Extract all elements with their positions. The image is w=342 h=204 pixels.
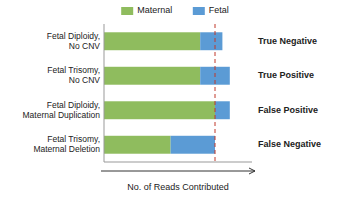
legend-label: Fetal <box>209 5 229 15</box>
bar-segment <box>171 136 215 154</box>
x-label: No. of Reads Contributed <box>127 182 229 192</box>
legend-swatch <box>121 7 133 15</box>
category-label: Fetal Diploidy,Maternal Duplication <box>23 100 101 120</box>
y-axis <box>104 24 105 162</box>
x-arrow <box>101 171 255 172</box>
category-label: Fetal Diploidy,No CNV <box>47 31 101 51</box>
legend: Maternal Fetal <box>121 5 229 15</box>
bar-segment <box>104 67 200 85</box>
outcome-label: False Negative <box>258 139 321 149</box>
outcome-label: True Negative <box>258 36 317 46</box>
outcome-label: False Positive <box>258 105 318 115</box>
category-label: Fetal Trisomy,Maternal Deletion <box>33 134 100 154</box>
category-label: Fetal Trisomy,No CNV <box>47 65 100 85</box>
bar-segment <box>215 101 230 119</box>
legend-label: Maternal <box>137 5 172 15</box>
legend-swatch <box>193 7 205 15</box>
x-axis <box>104 162 252 163</box>
bar-segment <box>200 32 222 50</box>
bar-segment <box>104 32 200 50</box>
chart: Fetal Trisomy,Maternal Deletion Fetal Dip… <box>0 0 342 204</box>
bar-segment <box>104 136 171 154</box>
outcome-label: True Positive <box>258 70 314 80</box>
reference-line <box>215 24 216 162</box>
bar-segment <box>104 101 215 119</box>
bars <box>104 24 230 162</box>
